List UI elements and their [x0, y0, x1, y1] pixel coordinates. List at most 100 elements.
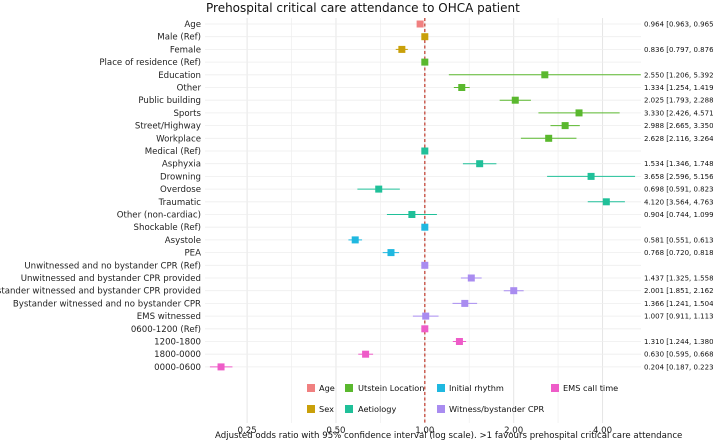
row-label: 1200-1800 — [154, 338, 201, 348]
legend: Age Utstein Location Initial rhythm EMS cal… — [307, 383, 618, 414]
estimate-point — [545, 134, 553, 142]
row-label: Age — [184, 20, 201, 30]
legend-label: Utstein Location — [358, 383, 424, 393]
row-label: Asphyxia — [162, 160, 201, 170]
estimate-point — [375, 185, 383, 193]
legend-key — [437, 405, 445, 413]
estimate-point — [421, 147, 429, 155]
legend-item: Age — [307, 383, 335, 393]
x-tick-label: 0.25 — [238, 426, 257, 436]
ci-text: 2.628 [2.116, 3.264] — [644, 135, 713, 143]
plot-area: 0.25 0.50 1.00 2.00 4.00 Age 0.964 [0.963, 0.9… — [0, 18, 713, 436]
legend-item: Sex — [307, 404, 334, 414]
ci-text: 1.310 [1.244, 1.380] — [644, 338, 713, 346]
row-label: Unwitnessed and bystander CPR provided — [21, 274, 201, 284]
legend-label: Initial rhythm — [449, 383, 504, 393]
legend-key — [307, 384, 315, 392]
row-label: Sports — [173, 109, 201, 119]
row-label: Education — [158, 71, 201, 81]
row-label: Male (Ref) — [157, 33, 201, 43]
estimate-point — [511, 96, 519, 104]
x-tick-label: 1.00 — [415, 426, 434, 436]
estimate-point — [510, 287, 518, 295]
estimate-point — [561, 122, 569, 130]
ci-text: 0.964 [0.963, 0.965] — [644, 21, 713, 29]
ci-text: 0.698 [0.591, 0.823] — [644, 186, 713, 194]
legend-key — [345, 384, 353, 392]
estimate-point — [217, 363, 225, 371]
estimate-point — [458, 84, 466, 91]
estimate-point — [387, 249, 395, 257]
legend-item: Witness/bystander CPR — [437, 404, 544, 414]
row-label: Workplace — [156, 134, 201, 144]
x-tick-label: 4.00 — [593, 426, 612, 436]
ci-text: 2.025 [1.793, 2.288] — [644, 97, 713, 105]
estimate-point — [421, 33, 429, 41]
ci-text: 0.581 [0.551, 0.613] — [644, 236, 713, 244]
x-tick-label: 2.00 — [504, 426, 523, 436]
x-axis-label: Adjusted odds ratio with 95% confidence … — [215, 431, 682, 441]
row-label: Asystole — [165, 236, 201, 246]
ci-text: 1.366 [1.241, 1.504] — [644, 300, 713, 308]
estimate-point — [408, 211, 416, 218]
row-label: Bystander witnessed and no bystander CPR — [13, 299, 201, 309]
row-label: Shockable (Ref) — [134, 223, 201, 233]
row-label: Street/Highway — [135, 122, 201, 132]
estimate-point — [602, 198, 610, 206]
ci-text: 1.334 [1.254, 1.419] — [644, 84, 713, 92]
legend-item: Utstein Location — [345, 383, 424, 393]
legend-item: Initial rhythm — [437, 383, 504, 393]
row-label: Unwitnessed and no bystander CPR (Ref) — [24, 261, 201, 271]
estimate-point — [467, 274, 475, 282]
ci-text: 3.658 [2.596, 5.156] — [644, 173, 713, 181]
legend-label: EMS call time — [563, 383, 618, 393]
ci-text: 3.330 [2.426, 4.571] — [644, 109, 713, 117]
row-label: Public building — [138, 96, 201, 106]
legend-label: Age — [319, 383, 335, 393]
legend-key — [345, 405, 353, 413]
estimate-point — [541, 71, 549, 79]
ci-text: 1.007 [0.911, 1.113] — [644, 313, 713, 321]
ci-text: 2.988 [2.665, 3.350] — [644, 122, 713, 130]
estimate-point — [455, 338, 463, 345]
legend-item: EMS call time — [551, 383, 618, 393]
ci-text: 0.768 [0.720, 0.818] — [644, 249, 713, 257]
ci-text: 2.001 [1.851, 2.162] — [644, 287, 713, 295]
estimate-point — [351, 236, 359, 244]
row-label: Bystander witnessed and bystander CPR pr… — [0, 287, 201, 297]
ci-text: 0.904 [0.744, 1.099] — [644, 211, 713, 219]
row-label: Place of residence (Ref) — [99, 58, 201, 68]
ci-text: 2.550 [1.206, 5.392] — [644, 71, 713, 79]
row-label: EMS witnessed — [137, 312, 201, 322]
ci-text: 1.534 [1.346, 1.748] — [644, 160, 713, 168]
row-label: Female — [170, 45, 201, 55]
ci-text: 0.204 [0.187, 0.223] — [644, 363, 713, 371]
x-tick-label: 0.50 — [326, 426, 345, 436]
row-label: Other (non-cardiac) — [117, 211, 201, 221]
estimate-point — [575, 109, 583, 117]
ci-text: 0.630 [0.595, 0.668] — [644, 351, 713, 359]
row-label: Traumatic — [158, 198, 202, 208]
row-label: Medical (Ref) — [145, 147, 201, 157]
estimate-point — [461, 299, 469, 307]
estimate-point — [421, 223, 429, 231]
ci-text: 4.120 [3.564, 4.763] — [644, 198, 713, 206]
legend-key — [307, 405, 315, 413]
estimate-point — [421, 325, 429, 333]
row-label: 0600-1200 (Ref) — [131, 325, 201, 335]
legend-label: Aetiology — [358, 404, 396, 414]
legend-label: Witness/bystander CPR — [449, 404, 544, 414]
ci-text: 0.836 [0.797, 0.876] — [644, 46, 713, 54]
row-label: 1800-0000 — [154, 350, 201, 360]
row-label: Drowning — [160, 172, 201, 182]
chart-title: Prehospital critical care attendance to … — [206, 1, 520, 15]
estimate-point — [421, 58, 429, 66]
estimate-point — [422, 312, 430, 320]
estimate-point — [421, 261, 429, 269]
legend-key — [551, 384, 559, 392]
legend-item: Aetiology — [345, 404, 396, 414]
estimate-point — [587, 172, 595, 180]
estimate-point — [416, 20, 424, 28]
legend-key — [437, 384, 445, 392]
